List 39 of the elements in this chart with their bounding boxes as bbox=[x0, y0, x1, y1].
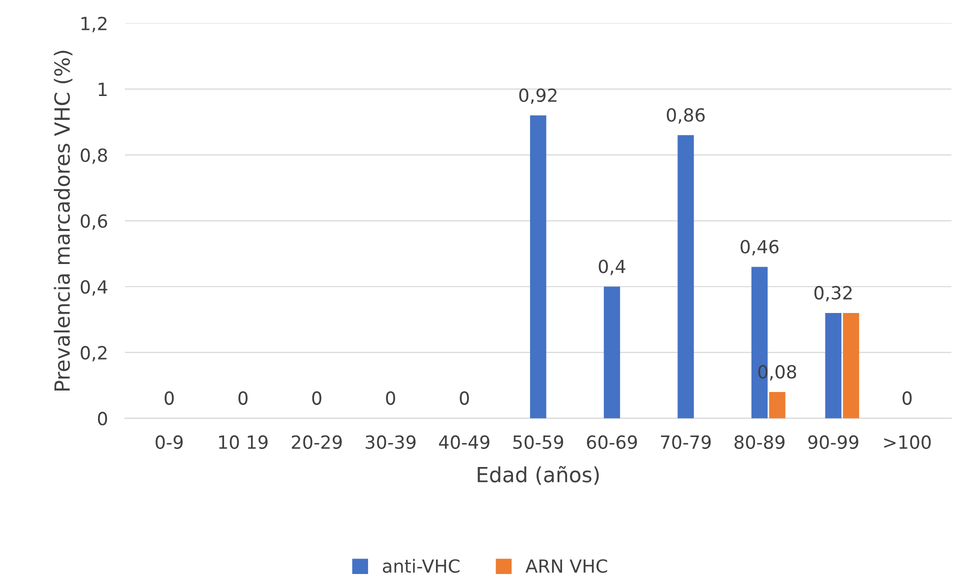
data-label: 0 bbox=[164, 391, 174, 405]
x-tick-label: 20-29 bbox=[292, 435, 342, 449]
data-label: 0,92 bbox=[519, 88, 556, 104]
x-axis-title: Edad (años) bbox=[478, 466, 599, 485]
x-tick-label: 30-39 bbox=[366, 435, 416, 449]
legend-label: anti-VHC bbox=[382, 558, 460, 573]
y-axis-title: Prevalencia marcadores VHC (%) bbox=[54, 50, 72, 390]
bar bbox=[530, 115, 546, 418]
data-label: 0,4 bbox=[598, 260, 626, 276]
data-label: 0 bbox=[460, 391, 469, 405]
data-label: 0 bbox=[386, 391, 396, 405]
x-tick-label: >100 bbox=[884, 435, 931, 449]
data-label: 0,46 bbox=[740, 240, 778, 256]
y-tick-label: 0,8 bbox=[80, 148, 108, 164]
data-label: 0 bbox=[902, 391, 912, 405]
x-tick-label: 50-59 bbox=[513, 435, 564, 449]
bar bbox=[842, 312, 860, 418]
bar bbox=[825, 312, 842, 418]
y-tick-label: 0,4 bbox=[80, 280, 108, 296]
bar bbox=[769, 392, 786, 418]
bar bbox=[678, 135, 694, 418]
x-tick-label: 90-99 bbox=[808, 435, 858, 449]
x-tick-label: 40-49 bbox=[439, 435, 490, 449]
data-label: 0,32 bbox=[814, 286, 852, 302]
legend-label: ARN VHC bbox=[526, 559, 608, 573]
bar bbox=[604, 286, 620, 418]
y-tick-label: 0 bbox=[98, 412, 108, 426]
x-tick-label: 60-69 bbox=[586, 435, 637, 449]
x-tick-label: 70-79 bbox=[660, 435, 711, 449]
data-label: 0,86 bbox=[666, 108, 705, 124]
y-tick-label: 1 bbox=[98, 82, 107, 96]
data-label: 0 bbox=[238, 391, 248, 405]
x-tick-label: 10 19 bbox=[219, 435, 268, 449]
x-tick-label: 0-9 bbox=[156, 435, 183, 449]
y-tick-label: 0,6 bbox=[80, 214, 108, 230]
data-label: 0 bbox=[312, 391, 322, 405]
x-tick-label: 80-89 bbox=[734, 435, 784, 449]
y-tick-label: 0,2 bbox=[80, 346, 106, 362]
y-tick-label: 1,2 bbox=[82, 16, 106, 32]
